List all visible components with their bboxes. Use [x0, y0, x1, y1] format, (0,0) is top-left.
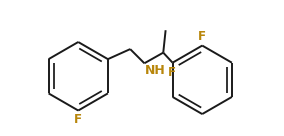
Text: F: F [198, 30, 206, 43]
Text: NH: NH [145, 64, 166, 77]
Text: F: F [74, 113, 82, 126]
Text: F: F [167, 66, 176, 78]
